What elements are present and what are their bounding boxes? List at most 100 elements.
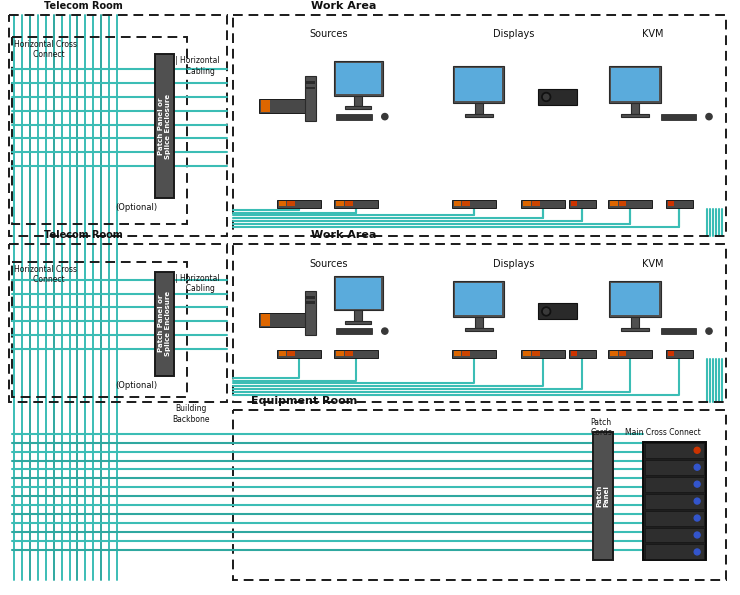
Bar — [337, 328, 372, 334]
Bar — [454, 201, 462, 206]
Bar — [287, 201, 295, 206]
Bar — [531, 201, 539, 206]
Bar — [453, 281, 505, 317]
Bar — [611, 283, 659, 315]
Bar — [232, 15, 726, 236]
Bar — [306, 296, 315, 299]
Bar — [609, 281, 661, 317]
Bar — [261, 314, 270, 326]
Text: Telecom Room: Telecom Room — [44, 230, 123, 240]
Bar — [306, 301, 315, 304]
Bar — [475, 103, 482, 114]
Bar — [306, 76, 316, 121]
Circle shape — [542, 92, 551, 101]
Text: (Optional): (Optional) — [115, 203, 157, 212]
Bar — [336, 201, 344, 206]
Bar — [455, 68, 502, 101]
Bar — [278, 352, 286, 356]
Bar — [571, 201, 577, 206]
Bar — [569, 200, 596, 208]
Bar — [668, 201, 674, 206]
Bar — [571, 352, 577, 356]
Bar — [287, 352, 295, 356]
Circle shape — [694, 498, 700, 504]
Bar — [345, 352, 353, 356]
Bar — [619, 352, 627, 356]
Circle shape — [706, 114, 712, 120]
Bar — [610, 352, 618, 356]
Text: Main Cross Connect: Main Cross Connect — [625, 428, 701, 437]
Bar — [609, 66, 661, 103]
Bar — [666, 200, 693, 208]
Bar — [610, 201, 618, 206]
Bar — [645, 511, 704, 525]
Bar — [668, 352, 674, 356]
Bar — [345, 321, 371, 324]
Bar — [462, 352, 471, 356]
Circle shape — [694, 481, 700, 487]
Circle shape — [694, 515, 700, 521]
Circle shape — [694, 549, 700, 555]
Bar — [521, 350, 565, 358]
Bar — [462, 201, 471, 206]
Text: Sources: Sources — [309, 259, 348, 269]
Bar — [645, 443, 704, 458]
Bar — [451, 350, 496, 358]
Bar — [521, 200, 565, 208]
Bar — [645, 477, 704, 491]
Bar — [522, 201, 531, 206]
Bar — [155, 272, 175, 375]
Bar — [531, 352, 539, 356]
Text: Patch Panel or
Splice Enclosure: Patch Panel or Splice Enclosure — [158, 93, 171, 159]
Bar — [538, 89, 577, 105]
Bar — [232, 244, 726, 402]
Bar — [475, 317, 482, 328]
Circle shape — [544, 309, 549, 314]
Bar — [259, 99, 309, 112]
Bar — [661, 328, 696, 334]
Bar — [354, 96, 362, 107]
Bar — [334, 200, 378, 208]
Bar — [465, 114, 493, 117]
Circle shape — [542, 307, 551, 316]
Text: Patch
Panel: Patch Panel — [596, 485, 610, 508]
Bar — [337, 114, 372, 120]
Circle shape — [694, 464, 700, 470]
Bar — [334, 275, 383, 311]
Bar — [666, 350, 693, 358]
Text: Patch Panel or
Splice Enclosure: Patch Panel or Splice Enclosure — [158, 291, 171, 356]
Text: | Horizontal
  Cabling: | Horizontal Cabling — [175, 274, 220, 293]
Bar — [306, 82, 315, 84]
Text: Work Area: Work Area — [311, 230, 376, 240]
Bar — [345, 107, 371, 109]
Bar — [334, 350, 378, 358]
Text: (Optional): (Optional) — [115, 381, 157, 390]
Bar — [155, 54, 175, 198]
Bar — [631, 317, 639, 328]
Bar — [259, 314, 309, 327]
Bar — [277, 350, 321, 358]
Bar — [645, 460, 704, 475]
Text: Telecom Room: Telecom Room — [44, 1, 123, 11]
Bar — [261, 100, 270, 112]
Bar — [453, 66, 505, 103]
Bar — [454, 352, 462, 356]
Circle shape — [382, 114, 388, 120]
Text: KVM: KVM — [642, 29, 664, 39]
Bar — [336, 63, 380, 94]
Text: KVM: KVM — [642, 259, 664, 269]
Bar — [306, 87, 315, 89]
Bar — [522, 352, 531, 356]
Bar — [345, 201, 353, 206]
Bar — [538, 303, 577, 320]
Text: Sources: Sources — [309, 29, 348, 39]
Circle shape — [382, 328, 388, 334]
Circle shape — [694, 447, 700, 453]
Text: Equipment Room: Equipment Room — [252, 396, 357, 406]
Bar — [278, 201, 286, 206]
Bar — [354, 311, 362, 321]
Text: Building
Backbone: Building Backbone — [172, 404, 210, 424]
Bar — [9, 244, 226, 402]
Bar — [593, 432, 613, 560]
Bar — [465, 328, 493, 331]
